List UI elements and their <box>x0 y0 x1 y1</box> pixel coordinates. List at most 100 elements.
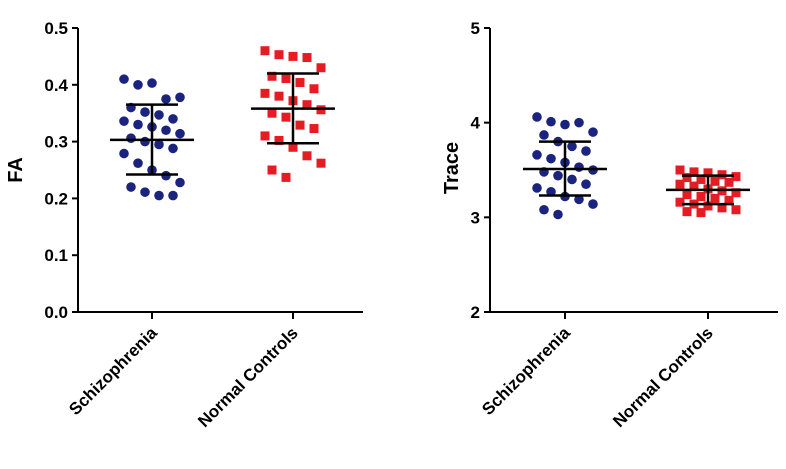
data-point <box>133 80 143 90</box>
data-point <box>126 182 136 192</box>
category-label: Schizophrenia <box>65 323 161 419</box>
y-tick-label: 0.5 <box>44 19 68 38</box>
data-point <box>168 143 178 154</box>
y-axis-label: FA <box>5 157 27 183</box>
data-point <box>675 197 685 207</box>
data-point <box>696 208 706 218</box>
y-tick-label: 0.0 <box>44 303 68 322</box>
data-point <box>260 46 270 56</box>
data-point <box>316 158 326 168</box>
data-point <box>703 201 713 211</box>
data-point <box>532 150 542 160</box>
data-point <box>126 133 136 143</box>
data-point <box>119 74 129 84</box>
data-point <box>574 117 584 128</box>
data-point <box>161 125 171 136</box>
data-point <box>574 194 584 205</box>
data-point <box>696 174 706 184</box>
data-point <box>574 162 584 172</box>
data-point <box>260 131 270 141</box>
data-point <box>119 148 129 159</box>
data-point <box>703 168 713 178</box>
data-point <box>581 179 591 189</box>
category-label: Schizophrenia <box>478 323 574 419</box>
data-point <box>119 116 129 126</box>
data-point <box>532 112 542 122</box>
y-tick-label: 0.4 <box>44 76 68 95</box>
data-point <box>302 53 312 63</box>
category-label: Normal Controls <box>609 323 717 431</box>
data-point <box>309 124 319 134</box>
y-tick-label: 0.2 <box>44 189 68 208</box>
fa-panel: 0.0 0.1 0.2 0.3 0.4 0.5 FA Schizophrenia Normal … <box>5 19 363 431</box>
data-point <box>154 139 164 150</box>
data-point <box>546 116 556 127</box>
data-point <box>724 177 734 187</box>
data-point <box>295 120 305 130</box>
data-point <box>281 172 291 182</box>
y-tick-label: 0.1 <box>44 246 68 265</box>
data-point <box>675 179 685 189</box>
data-point <box>553 170 563 181</box>
data-point <box>567 141 577 152</box>
data-point <box>281 112 291 122</box>
data-point <box>133 158 143 168</box>
data-point <box>260 88 270 98</box>
data-point <box>588 199 598 209</box>
data-point <box>539 130 549 140</box>
data-point <box>588 127 598 137</box>
data-point <box>154 190 164 201</box>
data-point <box>532 183 542 193</box>
data-point <box>274 135 284 145</box>
y-axis-label: Trace <box>441 142 463 194</box>
data-point <box>140 136 150 147</box>
data-point <box>546 186 556 197</box>
data-point <box>539 204 549 215</box>
data-point <box>267 165 277 175</box>
data-point <box>731 172 741 182</box>
data-point <box>546 153 556 164</box>
data-point <box>274 50 284 60</box>
data-point <box>288 142 298 152</box>
data-point <box>675 165 685 175</box>
data-point <box>288 51 298 61</box>
data-point <box>168 114 178 124</box>
data-point <box>267 71 277 81</box>
y-tick-label: 3 <box>471 208 480 227</box>
trace-panel: 2 3 4 5 Trace Schizophrenia Normal Controls <box>441 19 778 431</box>
data-point <box>731 188 741 198</box>
data-point <box>731 205 741 215</box>
y-tick-label: 0.3 <box>44 133 68 152</box>
data-point <box>309 84 319 94</box>
data-point <box>168 190 178 201</box>
data-point <box>147 78 157 88</box>
data-point <box>175 128 185 139</box>
data-point <box>682 190 692 200</box>
data-point <box>717 203 727 213</box>
data-point <box>553 209 563 220</box>
data-point <box>133 119 143 130</box>
data-point <box>567 174 577 185</box>
data-point <box>140 107 150 117</box>
data-point <box>295 78 305 88</box>
data-point <box>274 91 284 101</box>
data-point <box>560 119 570 130</box>
data-point <box>302 151 312 161</box>
category-label: Normal Controls <box>194 323 302 431</box>
y-tick-label: 4 <box>471 114 481 133</box>
data-point <box>682 207 692 217</box>
data-point <box>696 192 706 202</box>
data-point <box>281 74 291 84</box>
data-point <box>302 100 312 110</box>
data-point <box>710 193 720 203</box>
data-point <box>316 63 326 73</box>
data-point <box>689 181 699 191</box>
data-point <box>710 176 720 186</box>
y-tick-label: 5 <box>471 19 480 38</box>
data-point <box>175 92 185 103</box>
data-point <box>689 167 699 177</box>
data-point <box>581 146 591 156</box>
y-tick-label: 2 <box>471 303 480 322</box>
data-point <box>161 94 171 104</box>
